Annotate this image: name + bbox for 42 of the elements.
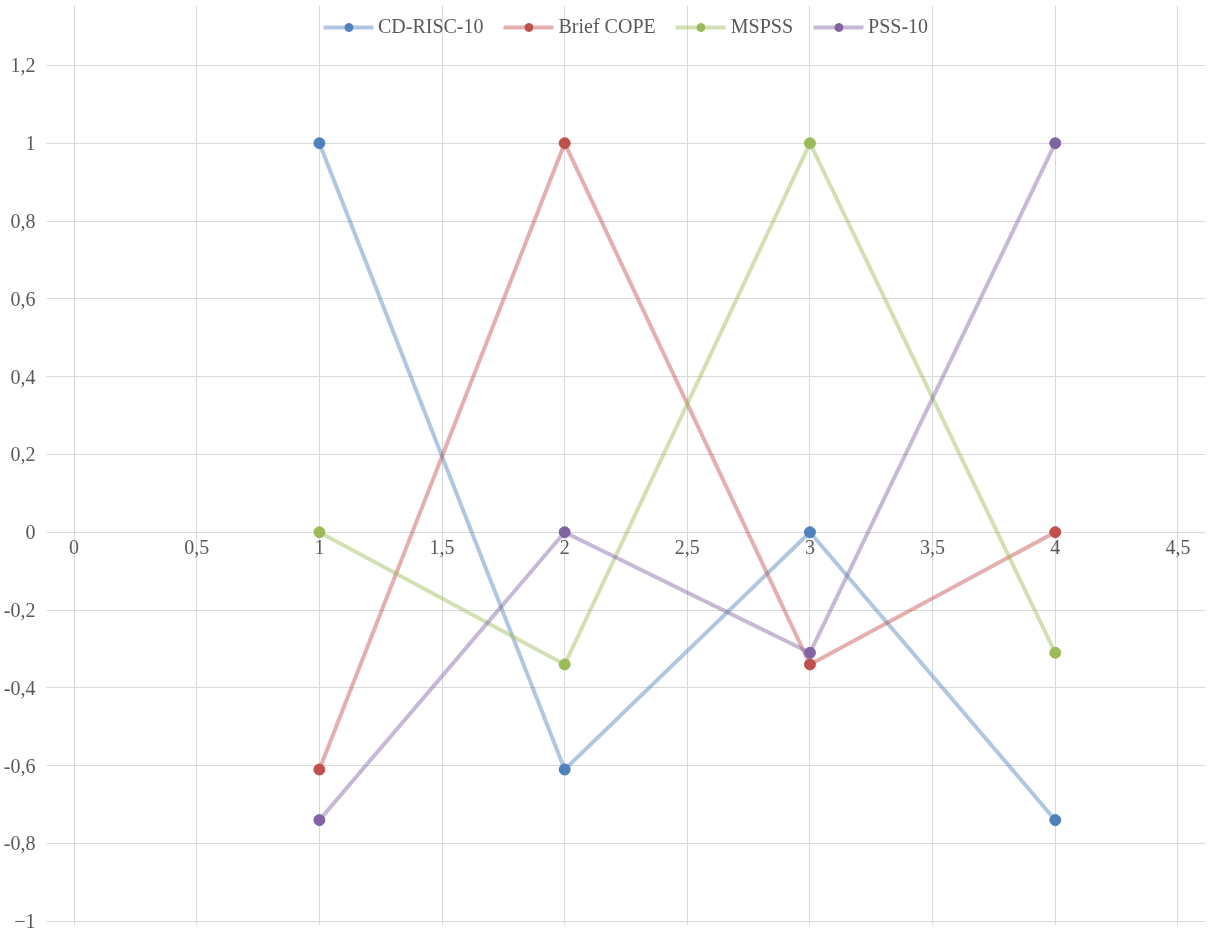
point — [1049, 646, 1062, 659]
legend-label: CD-RISC-10 — [377, 15, 484, 38]
x-tick-label: 2 — [559, 536, 570, 559]
point — [313, 814, 326, 827]
point — [558, 658, 571, 671]
y-tick-label: −1 — [14, 910, 36, 933]
y-tick-label: -0,8 — [3, 832, 36, 855]
point — [803, 646, 816, 659]
y-tick-label: -0,6 — [3, 754, 36, 777]
point — [1049, 526, 1062, 539]
y-tick-label: 0,2 — [10, 443, 36, 466]
legend-label: Brief COPE — [558, 15, 656, 38]
point — [558, 526, 571, 539]
legend-label: MSPSS — [730, 15, 794, 38]
x-tick-label: 0,5 — [184, 536, 210, 559]
x-tick-label: 0 — [69, 536, 80, 559]
x-tick-label: 3 — [804, 536, 815, 559]
y-tick-label: 1,2 — [10, 54, 36, 77]
x-tick-label: 1,5 — [429, 536, 455, 559]
point — [313, 137, 326, 150]
y-tick-label: 0,6 — [10, 287, 36, 310]
point — [558, 763, 571, 776]
x-tick-label: 3,5 — [920, 536, 946, 559]
point — [1049, 814, 1062, 827]
legend-label: PSS-10 — [868, 15, 929, 38]
y-tick-label: 1 — [25, 132, 36, 155]
point — [1049, 137, 1062, 150]
point — [803, 137, 816, 150]
x-tick-label: 1 — [314, 536, 325, 559]
point — [558, 137, 571, 150]
y-tick-label: 0,8 — [10, 210, 36, 233]
x-tick-label: 2,5 — [674, 536, 700, 559]
x-tick-label: 4 — [1050, 536, 1061, 559]
y-tick-label: 0 — [25, 521, 36, 544]
point — [803, 526, 816, 539]
x-tick-label: 4,5 — [1165, 536, 1191, 559]
y-tick-label: -0,2 — [3, 599, 36, 622]
y-tick-label: 0,4 — [10, 365, 36, 388]
point — [803, 658, 816, 671]
point — [313, 763, 326, 776]
point — [313, 526, 326, 539]
y-tick-label: -0,4 — [3, 676, 36, 699]
